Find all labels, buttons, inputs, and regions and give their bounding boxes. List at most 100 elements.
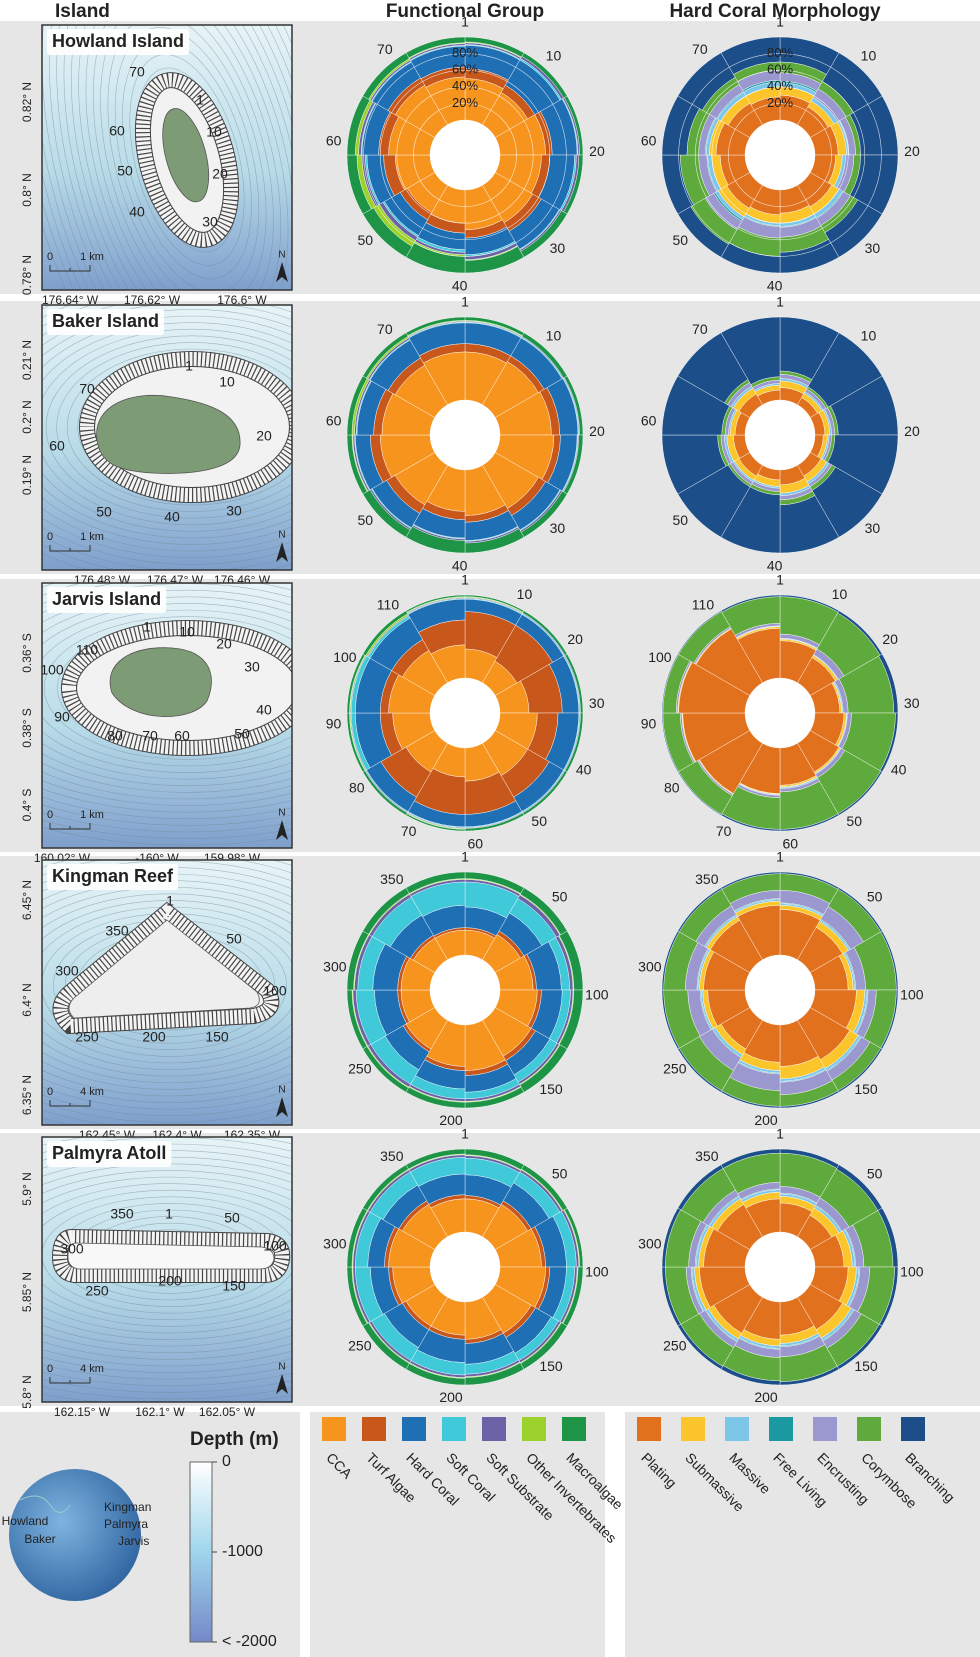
site-label: 60	[49, 438, 65, 454]
site-label: 70	[142, 728, 158, 744]
contour	[45, 335, 292, 519]
site-label: 10	[179, 624, 195, 640]
ring-label: 60%	[452, 62, 478, 77]
legend-swatch	[901, 1417, 925, 1441]
north-arrow	[276, 542, 288, 562]
site-label: 50	[226, 931, 242, 947]
contour	[42, 309, 292, 545]
reef	[51, 1228, 291, 1283]
map-frame	[42, 1137, 292, 1402]
site-label: 30	[550, 240, 566, 256]
lon-tick-label: 162.1° W	[135, 1405, 185, 1419]
scale-label: 4 km	[80, 1363, 104, 1375]
contour	[42, 603, 292, 773]
site-label: 1	[776, 1126, 784, 1142]
legend-panel	[625, 1412, 980, 1657]
site-label: 10	[546, 328, 562, 344]
site-label: 350	[110, 1206, 134, 1222]
map-frame	[42, 305, 292, 570]
scale-bar	[49, 1377, 91, 1384]
grid-ring	[678, 53, 882, 257]
site-label: 1	[461, 1126, 469, 1142]
site-label: 100	[263, 983, 287, 999]
site-label: 20	[904, 143, 920, 159]
segment	[720, 1148, 781, 1169]
site-label: 300	[638, 1236, 662, 1252]
site-label: 90	[54, 709, 70, 725]
site-label: 50	[552, 889, 568, 905]
contour	[42, 1137, 292, 1387]
site-label: 300	[638, 959, 662, 975]
contour	[70, 25, 292, 290]
site-label: 30	[244, 659, 260, 675]
reef	[60, 620, 292, 756]
scale-bar	[49, 1100, 91, 1107]
scale-label: 1 km	[80, 809, 104, 821]
site-label: 50	[846, 813, 862, 829]
contour	[42, 804, 292, 826]
site-label: 150	[222, 1278, 246, 1294]
site-label: 250	[348, 1337, 372, 1353]
north-arrow	[276, 820, 288, 840]
ring-label: 60%	[767, 62, 793, 77]
map-border	[41, 1136, 293, 1403]
site-label: 60	[782, 835, 798, 851]
grid-ring	[413, 103, 517, 207]
legend-swatch	[482, 1417, 506, 1441]
site-label: 300	[55, 963, 79, 979]
depth-bar	[189, 1461, 213, 1643]
scale-label: 4 km	[80, 1086, 104, 1098]
site-label: 50	[672, 232, 688, 248]
map-frame	[42, 860, 292, 1125]
land	[68, 919, 260, 1019]
site-label: 200	[142, 1029, 166, 1045]
map-title: Kingman Reef	[52, 866, 174, 886]
lat-tick-label: 6.4° N	[20, 983, 34, 1016]
globe	[9, 1469, 141, 1601]
site-label: 1	[166, 893, 174, 909]
contour	[42, 305, 292, 565]
site-label: 350	[380, 1148, 404, 1164]
site-label: 150	[854, 1358, 878, 1374]
contour	[42, 1137, 292, 1380]
site-label: 70	[716, 823, 732, 839]
site-label: 40	[129, 204, 145, 220]
inset-label: Jarvis	[118, 1534, 149, 1548]
legend-swatch	[813, 1417, 837, 1441]
grid-ring	[728, 103, 832, 207]
site-label: 10	[861, 48, 877, 64]
contour	[42, 25, 292, 290]
column-header: Functional Group	[386, 1, 544, 22]
lon-tick-label: 176.62° W	[124, 293, 181, 307]
lon-tick-label: 162.05° W	[199, 1405, 256, 1419]
site-label: 50	[672, 512, 688, 528]
contour	[42, 827, 292, 846]
lat-tick-label: 0.82° N	[20, 82, 34, 122]
scale-zero: 0	[47, 1363, 53, 1375]
contour	[42, 596, 292, 780]
map-frame	[42, 25, 292, 290]
legend-panel	[310, 1412, 605, 1657]
map-title-box	[47, 1141, 172, 1167]
segment	[720, 871, 781, 890]
reef-hatch	[61, 621, 292, 755]
ring-label: 80%	[767, 45, 793, 60]
site-label: 40	[452, 278, 468, 294]
north-label: N	[278, 1085, 285, 1096]
contour	[42, 819, 292, 839]
lat-tick-label: 5.9° N	[20, 1172, 34, 1205]
legend-swatch	[522, 1417, 546, 1441]
site-label: 100	[333, 649, 357, 665]
site-label: 150	[205, 1029, 229, 1045]
contour	[42, 315, 292, 539]
contour	[56, 342, 292, 512]
site-label: 50	[357, 232, 373, 248]
ring-label: 80%	[452, 45, 478, 60]
site-label: 60	[641, 132, 657, 148]
land	[96, 394, 241, 474]
lat-tick-label: 0.19° N	[20, 455, 34, 495]
